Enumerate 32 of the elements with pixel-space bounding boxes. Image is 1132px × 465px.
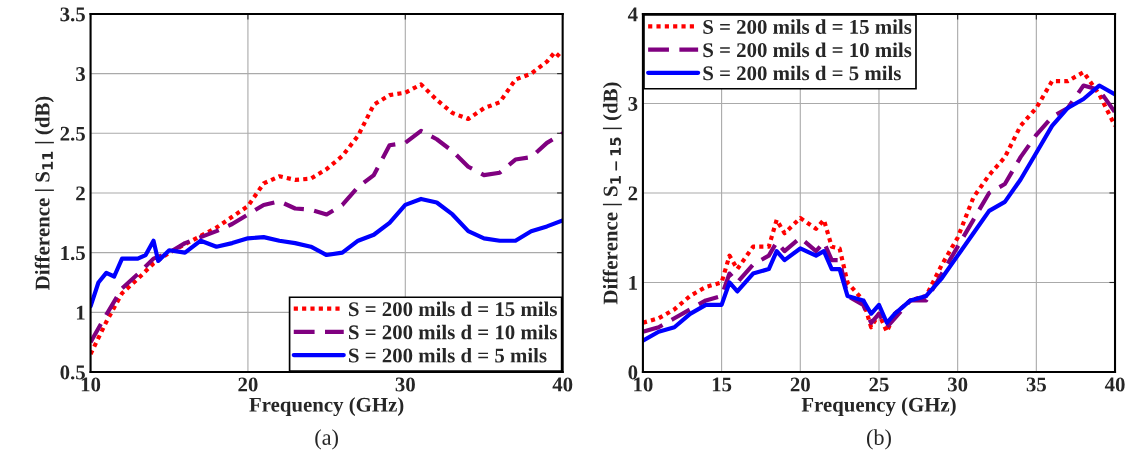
y-tick-label: 4	[627, 7, 638, 22]
text: (b)	[866, 429, 891, 450]
x-axis-title: Frequency (GHz)	[801, 397, 956, 417]
x-tick-label: 20	[790, 377, 810, 392]
x-tick-label: 20	[238, 377, 258, 392]
x-tick-label: 35	[1026, 377, 1046, 392]
line-series	[90, 128, 563, 345]
y-tick-label: 3.5	[60, 7, 85, 22]
text: (a)	[315, 429, 338, 450]
x-tick-label: 15	[712, 377, 732, 392]
legend-label: S = 200 mils d = 15 mils	[349, 301, 557, 317]
legend-label: S = 200 mils d = 15 mils	[703, 19, 912, 34]
y-tick-label: 1	[629, 275, 637, 290]
y-tick-label: 2	[76, 186, 85, 201]
x-tick-label: 40	[552, 377, 573, 392]
y-tick-label: 3	[76, 67, 85, 82]
x-tick-label: 25	[869, 377, 889, 392]
y-tick-label: 1.5	[61, 246, 85, 261]
y-tick-label: 2	[628, 186, 638, 201]
legend-label: S = 200 mils d = 5 mils	[349, 347, 547, 363]
x-tick-label: 30	[395, 377, 415, 392]
y-tick-label: 2.5	[60, 126, 85, 141]
x-tick-label: 40	[1104, 377, 1125, 392]
x-tick-label: 30	[948, 377, 968, 392]
y-tick-label: 1	[76, 305, 85, 320]
y-axis-title: Difference | S$_{1−15}$ | (dB)	[602, 82, 622, 305]
legend-label: S = 200 mils d = 5 mils	[703, 65, 901, 81]
legend-label: S = 200 mils d = 10 mils	[349, 324, 557, 340]
y-tick-label: 3	[628, 96, 638, 111]
y-axis-title: Difference | S$_{11}$ | (dB)	[34, 96, 54, 290]
x-axis-title: Frequency (GHz)	[249, 397, 404, 417]
legend-label: S = 200 mils d = 10 mils	[703, 42, 912, 58]
